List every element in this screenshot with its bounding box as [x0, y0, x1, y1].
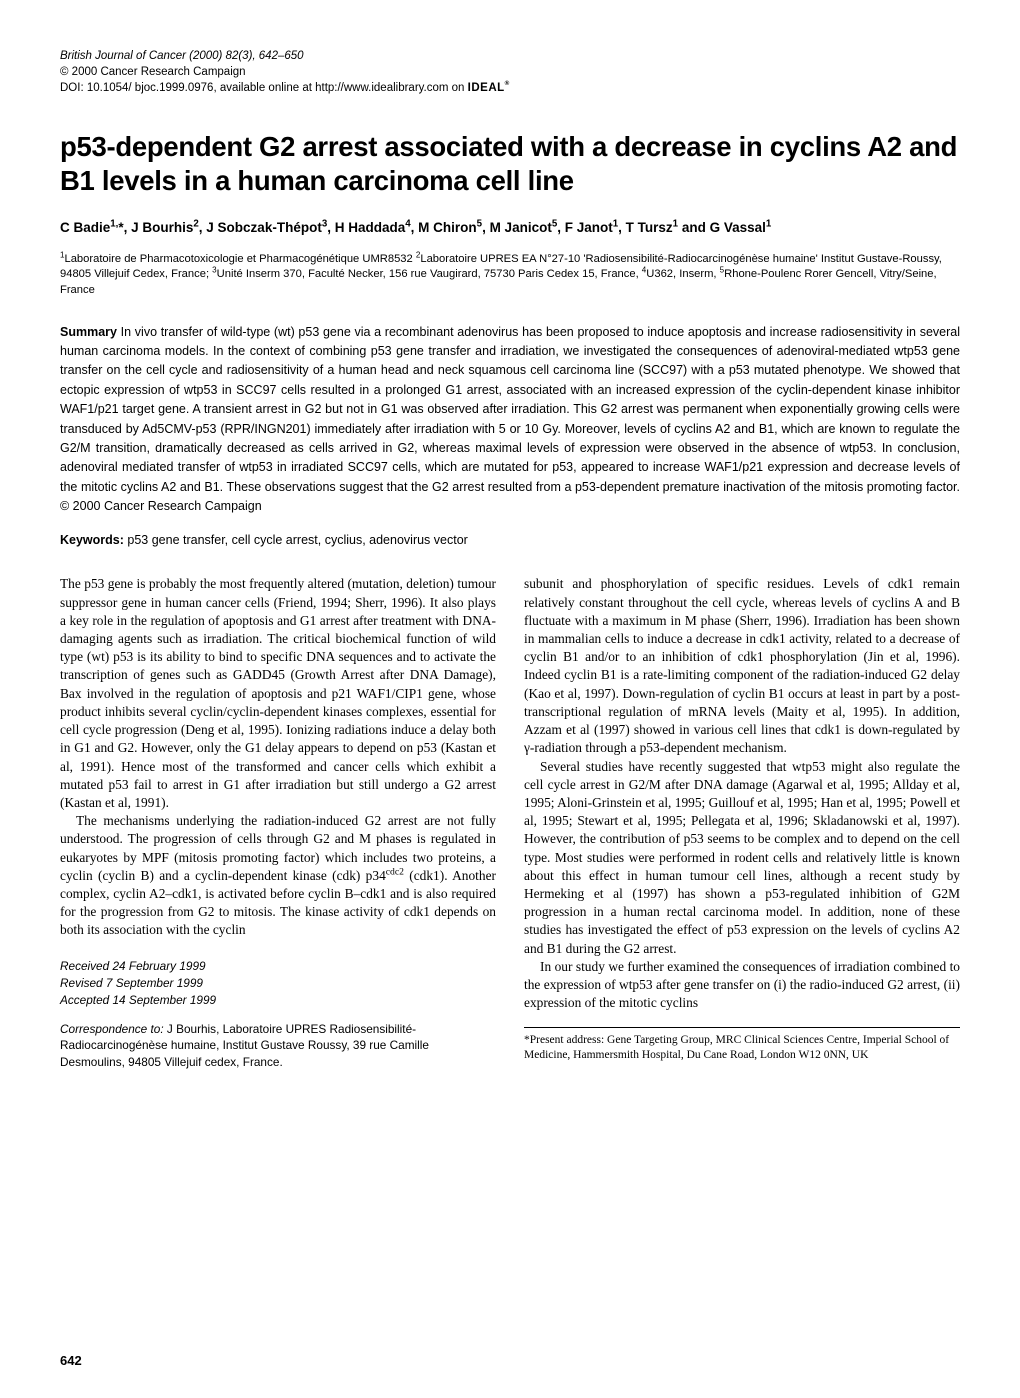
- ideal-text: IDEAL: [468, 82, 505, 94]
- accepted-line: Accepted 14 September 1999: [60, 992, 496, 1009]
- body-p5: In our study we further examined the con…: [524, 958, 960, 1013]
- correspondence-label: Correspondence to:: [60, 1022, 164, 1036]
- journal-header: British Journal of Cancer (2000) 82(3), …: [60, 48, 960, 96]
- abstract-text: In vivo transfer of wild-type (wt) p53 g…: [60, 325, 960, 513]
- publisher-logo: IDEAL®: [468, 80, 510, 96]
- abstract-label: Summary: [60, 325, 117, 339]
- keywords-text: p53 gene transfer, cell cycle arrest, cy…: [124, 533, 468, 547]
- footnote-rule: [524, 1027, 960, 1028]
- authors-line: C Badie1,*, J Bourhis2, J Sobczak-Thépot…: [60, 219, 960, 237]
- body-p4: Several studies have recently suggested …: [524, 758, 960, 958]
- journal-copyright: © 2000 Cancer Research Campaign: [60, 64, 960, 80]
- body-text: The p53 gene is probably the most freque…: [60, 575, 960, 1070]
- journal-name-line: British Journal of Cancer (2000) 82(3), …: [60, 48, 960, 64]
- keywords: Keywords: p53 gene transfer, cell cycle …: [60, 532, 960, 549]
- article-title: p53-dependent G2 arrest associated with …: [60, 130, 960, 197]
- abstract: Summary In vivo transfer of wild-type (w…: [60, 323, 960, 517]
- footnote-text: *Present address: Gene Targeting Group, …: [524, 1033, 960, 1063]
- revised-line: Revised 7 September 1999: [60, 975, 496, 992]
- body-p3: subunit and phosphorylation of specific …: [524, 575, 960, 757]
- body-p2: The mechanisms underlying the radiation-…: [60, 812, 496, 940]
- received-line: Received 24 February 1999: [60, 958, 496, 975]
- body-p1: The p53 gene is probably the most freque…: [60, 575, 496, 812]
- keywords-label: Keywords:: [60, 533, 124, 547]
- received-block: Received 24 February 1999 Revised 7 Sept…: [60, 958, 496, 1009]
- journal-doi-line: DOI: 10.1054/ bjoc.1999.0976, available …: [60, 80, 960, 96]
- correspondence-block: Correspondence to: J Bourhis, Laboratoir…: [60, 1021, 496, 1071]
- page-number: 642: [60, 1352, 82, 1370]
- doi-text: DOI: 10.1054/ bjoc.1999.0976, available …: [60, 82, 464, 94]
- reg-mark: ®: [505, 80, 510, 87]
- affiliations: 1Laboratoire de Pharmacotoxicologie et P…: [60, 252, 960, 299]
